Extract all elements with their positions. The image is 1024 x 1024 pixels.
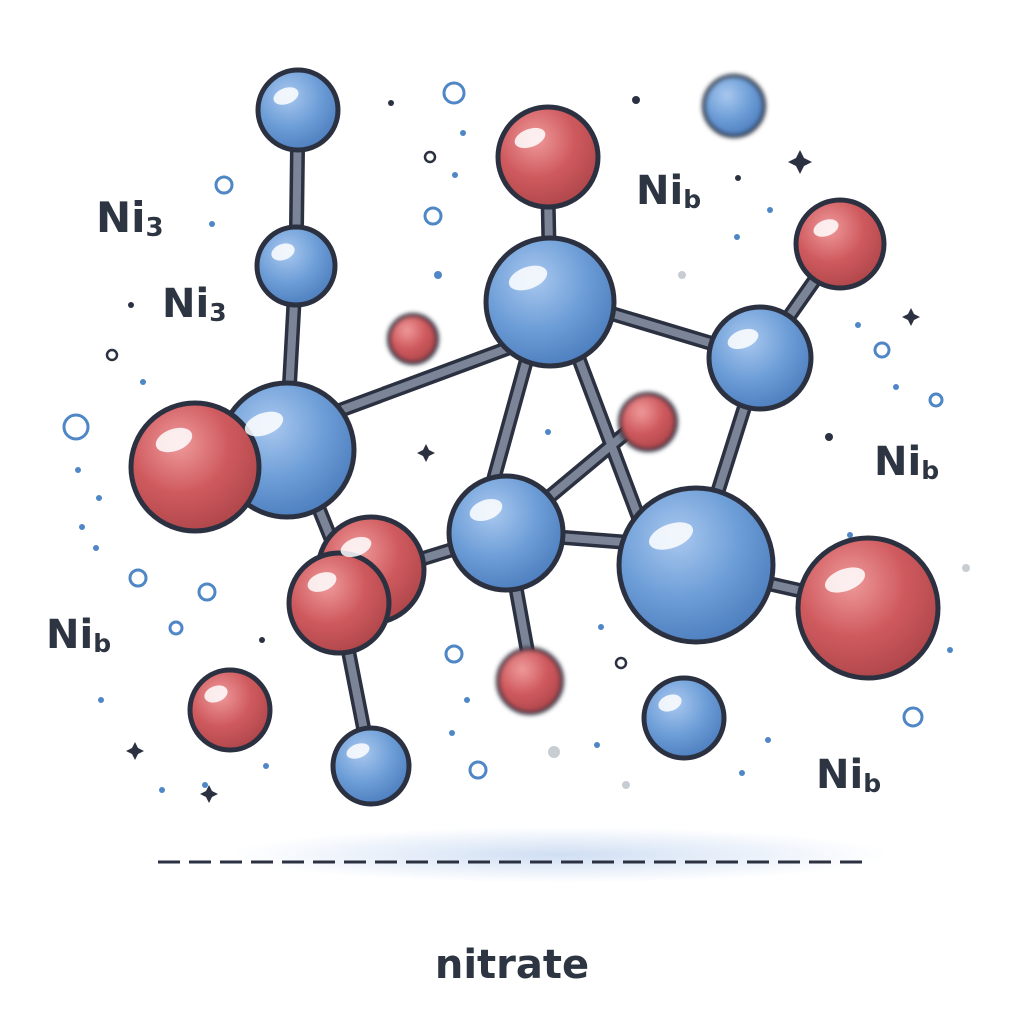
- formula-label: Nib: [46, 612, 111, 658]
- atom-blue-center-top: [483, 235, 617, 369]
- ground-shadow: [230, 827, 890, 883]
- formula-label: Ni3: [96, 193, 164, 243]
- atoms: [128, 67, 941, 807]
- caption-text: nitrate: [435, 942, 589, 988]
- atom-blue-bottom-right: [641, 675, 727, 761]
- atom-blue-right-large: [616, 485, 776, 645]
- formula-labels: Ni3 Ni3 Nib Nib Nib Nib: [46, 168, 939, 798]
- atom-blue-bottom: [330, 725, 412, 807]
- atom-blue-right: [706, 304, 814, 412]
- atom-red-lower-left: [286, 550, 392, 656]
- formula-label: Nib: [816, 752, 881, 798]
- atom-red-top-right: [793, 197, 887, 291]
- atom-red-bottom-left: [187, 667, 273, 753]
- atom-red-left-large: [128, 400, 262, 534]
- atom-blue-top: [255, 67, 341, 153]
- atom-blue-upper-left: [254, 224, 338, 308]
- atom-highlights: [155, 87, 866, 759]
- formula-label: Nib: [636, 168, 701, 214]
- blurred-atoms: [387, 74, 766, 715]
- atom-red-top-center: [495, 104, 601, 210]
- background-particles: [62, 81, 970, 803]
- atom-blue-center: [446, 473, 566, 593]
- atom-red-right-large: [795, 535, 941, 681]
- formula-label: Ni3: [162, 281, 227, 327]
- formula-label: Nib: [874, 439, 939, 485]
